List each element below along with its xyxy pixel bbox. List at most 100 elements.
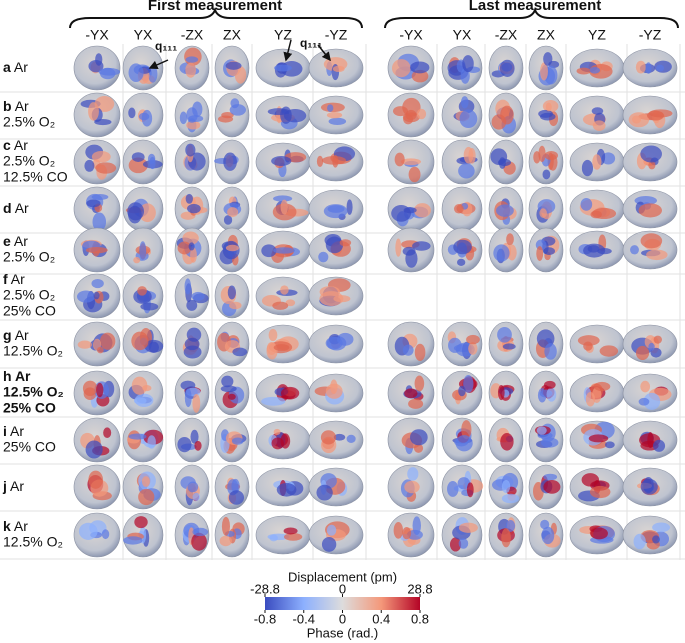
phase-patch — [585, 392, 596, 407]
particle — [622, 467, 678, 507]
particle — [622, 95, 678, 135]
phase-patch — [393, 521, 404, 539]
phase-patch — [220, 385, 237, 393]
phase-patch — [219, 535, 232, 547]
phase-patch — [501, 493, 520, 504]
particle — [174, 92, 210, 138]
particle — [488, 92, 524, 138]
particle — [73, 370, 121, 416]
group-title: Last measurement — [469, 0, 602, 14]
particle — [488, 464, 524, 510]
particle — [73, 227, 121, 273]
row-line: Ar — [15, 200, 29, 216]
phase-patch — [497, 384, 505, 401]
phase-patch — [280, 106, 292, 124]
phase-patch — [599, 345, 619, 357]
phase-patch — [650, 347, 662, 358]
particle — [387, 227, 435, 273]
phase-patch — [543, 473, 558, 481]
row-label: g Ar — [3, 327, 29, 343]
group-title: First measurement — [148, 0, 282, 14]
row-letter: b — [3, 98, 12, 114]
particle — [387, 370, 435, 416]
phase-patch — [271, 437, 285, 450]
particle — [441, 186, 483, 232]
row-label: 2.5% O₂ — [3, 287, 55, 303]
view-label: YZ — [274, 27, 292, 43]
phase-patch — [648, 342, 655, 351]
phase-patch — [131, 376, 148, 395]
phase-patch — [78, 522, 98, 540]
particle — [214, 139, 250, 185]
row-line: Ar — [15, 368, 31, 384]
phase-patch — [588, 434, 609, 443]
phase-patch — [391, 59, 411, 78]
phase-patch — [227, 207, 239, 218]
particle — [73, 92, 121, 138]
particle — [622, 420, 678, 460]
phase-patch — [179, 111, 188, 125]
phase-patch — [460, 96, 469, 109]
phase-patch — [280, 386, 300, 400]
particle — [174, 186, 210, 232]
phase-patch — [536, 246, 544, 261]
particle — [387, 139, 435, 185]
phase-patch — [133, 397, 147, 405]
particle — [528, 464, 564, 510]
phase-patch — [94, 118, 112, 126]
phase-patch — [497, 327, 512, 343]
phase-patch — [273, 247, 295, 254]
phase-patch — [85, 246, 108, 254]
phase-patch — [394, 152, 405, 167]
particle — [569, 230, 625, 270]
particle — [308, 515, 364, 555]
phase-patch — [592, 154, 602, 170]
phase-patch — [468, 147, 476, 164]
phase-patch — [640, 380, 651, 393]
phase-patch — [458, 163, 475, 179]
braces — [69, 7, 679, 29]
phase-patch — [332, 65, 345, 73]
view-label: -YZ — [639, 27, 662, 43]
phase-patch — [328, 117, 347, 126]
phase-patch — [128, 63, 144, 83]
particle — [488, 186, 524, 232]
phase-patch — [188, 242, 195, 251]
phase-patch — [463, 374, 474, 393]
phase-patch — [653, 335, 662, 344]
phase-patch — [147, 435, 156, 449]
particle — [569, 420, 625, 460]
phase-patch — [333, 295, 351, 303]
phase-patch — [280, 199, 288, 215]
phase-patch — [228, 490, 245, 505]
particle — [488, 370, 524, 416]
phase-patch — [192, 492, 200, 502]
phase-patch — [538, 145, 546, 162]
phase-patch — [652, 439, 666, 452]
row-line: Ar — [14, 518, 28, 534]
phase-patch — [408, 166, 421, 183]
row-letter: j — [2, 478, 7, 494]
phase-patch — [507, 244, 517, 261]
particle — [622, 142, 678, 182]
row-letter: e — [3, 233, 11, 249]
row-letter: f — [3, 271, 8, 287]
particle — [387, 45, 435, 91]
phase-patch — [280, 285, 289, 295]
phase-patch — [506, 233, 514, 246]
phase-patch — [468, 342, 478, 355]
phase-patch — [97, 346, 104, 354]
phase-patch — [99, 332, 116, 350]
phase-patch — [131, 331, 149, 351]
row-label: 12.5% CO — [3, 169, 68, 185]
particle — [308, 276, 364, 316]
particle — [387, 512, 435, 558]
row-label: f Ar — [3, 271, 25, 287]
phase-patch — [261, 396, 286, 406]
phase-patch — [185, 56, 199, 63]
view-label: YZ — [588, 27, 606, 43]
row-letter: i — [3, 423, 7, 439]
colorbar — [265, 597, 420, 610]
phase-patch — [326, 112, 343, 119]
phase-patch — [177, 436, 192, 453]
